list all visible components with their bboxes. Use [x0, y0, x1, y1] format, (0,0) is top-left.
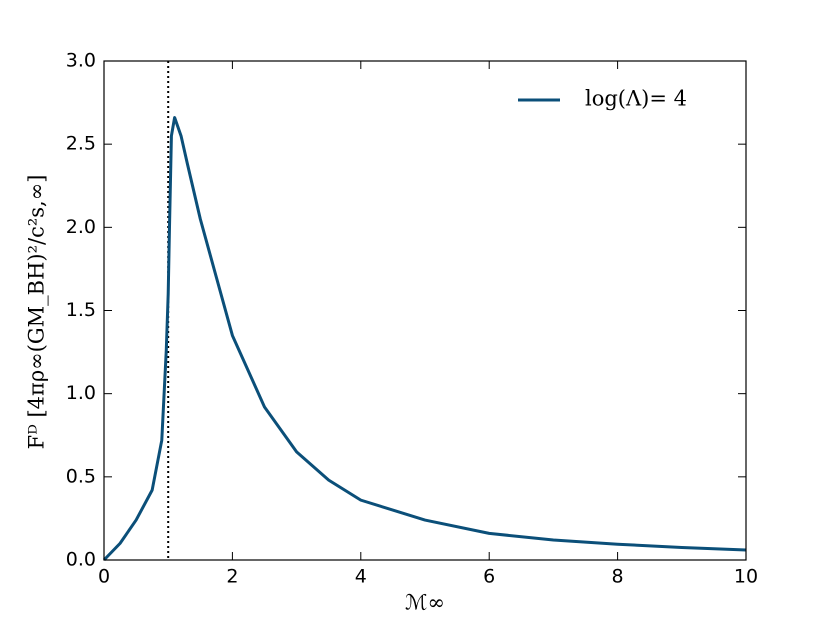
y-tick-label: 2.5	[66, 133, 96, 155]
legend-label: log(Λ)= 4	[585, 87, 687, 111]
data-line	[102, 116, 747, 562]
x-tick-label: 2	[226, 566, 238, 588]
y-tick-label: 1.5	[66, 299, 96, 321]
y-tick-label: 0.0	[66, 549, 96, 571]
y-axis-label: Fᴰ [4πρ∞(GM_BH)²/c²s,∞]	[25, 175, 49, 450]
y-tick-label: 1.0	[66, 382, 96, 404]
x-tick-label: 10	[734, 566, 758, 588]
y-tick-label: 2.0	[66, 216, 96, 238]
x-tick-label: 6	[483, 566, 495, 588]
plot-frame	[103, 60, 747, 561]
x-tick-label: 0	[98, 566, 110, 588]
y-tick-label: 3.0	[66, 50, 96, 72]
x-tick-label: 8	[612, 566, 624, 588]
x-axis-label: ℳ∞	[405, 591, 445, 615]
x-tick-label: 4	[355, 566, 367, 588]
y-tick-label: 0.5	[66, 465, 96, 487]
